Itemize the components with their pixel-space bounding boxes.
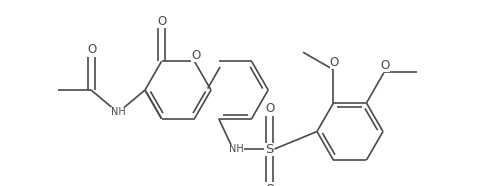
Text: O: O <box>266 102 275 115</box>
Text: O: O <box>330 56 339 69</box>
Text: O: O <box>87 43 97 56</box>
Text: O: O <box>266 183 275 186</box>
Text: S: S <box>265 142 274 155</box>
Text: NH: NH <box>229 144 244 154</box>
Text: O: O <box>191 49 200 62</box>
Text: O: O <box>380 59 389 72</box>
Text: NH: NH <box>111 107 125 117</box>
Text: O: O <box>158 15 167 28</box>
